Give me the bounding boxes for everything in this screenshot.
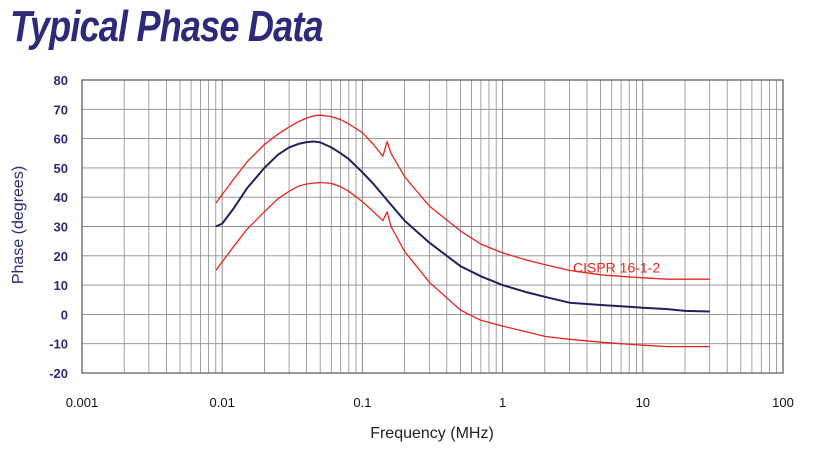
x-tick-label: 10 [636,395,650,410]
x-axis-title: Frequency (MHz) [370,425,494,442]
y-tick-label: 70 [54,102,68,117]
plot-frame [81,79,784,374]
y-tick-label: -10 [49,337,68,352]
y-tick-label: 30 [54,220,68,235]
y-tick-label: 10 [54,278,68,293]
cispr-annotation: CISPR 16-1-2 [573,260,660,276]
phase-curve [215,140,710,313]
y-tick-label: 0 [61,307,68,322]
y-tick-label: 60 [54,132,68,147]
y-tick-label: 20 [54,249,68,264]
upper-limit-curve [215,114,710,280]
grid-lines [81,79,784,374]
y-tick-label: -20 [49,366,68,381]
page-title: Typical Phase Data [10,2,324,51]
y-axis-title: Phase (degrees) [10,166,27,284]
y-tick-label: 80 [54,73,68,88]
x-tick-label: 1 [499,395,506,410]
y-tick-label: 40 [54,190,68,205]
lower-limit-curve [215,181,710,348]
y-tick-label: 50 [54,161,68,176]
x-tick-label: 0.001 [66,395,99,410]
x-tick-label: 0.1 [353,395,371,410]
data-series [215,114,710,348]
annotations: CISPR 16-1-2 [573,260,660,276]
x-tick-label: 0.01 [210,395,235,410]
tick-labels: -20 -10 0 10 20 30 40 50 60 70 80 0.001 0.01 0.1 1 10 10… [49,73,794,410]
x-tick-label: 100 [772,395,794,410]
